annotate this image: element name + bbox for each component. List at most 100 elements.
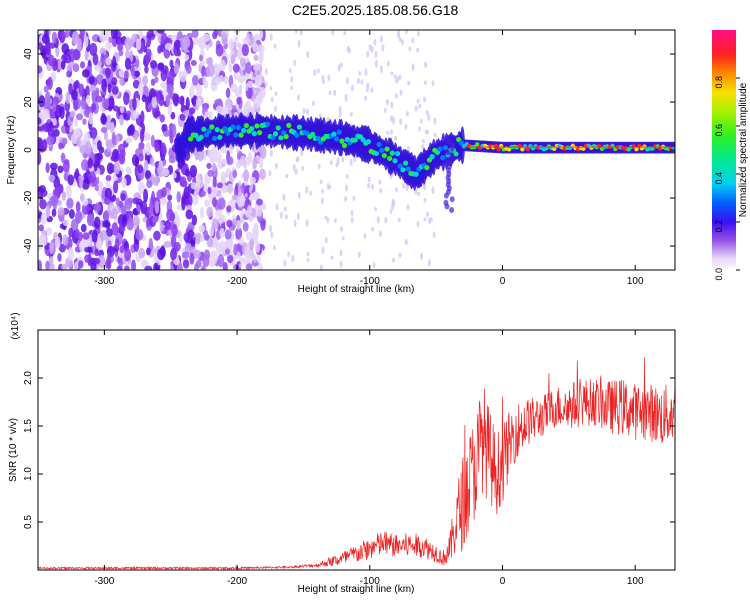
- spectrogram-noise-mark: [99, 230, 108, 241]
- spectrogram-faint-mark: [268, 224, 272, 233]
- spectrogram-noise-mark: [220, 171, 226, 184]
- spectrogram-noise-mark: [105, 174, 112, 182]
- spectrogram-noise-mark: [104, 187, 113, 200]
- spectrogram-noise-mark: [193, 36, 199, 46]
- spectrogram-ridge-point: [233, 132, 239, 138]
- spectrogram-faint-mark: [423, 184, 427, 191]
- spectrogram-noise-mark: [259, 145, 267, 160]
- spectrogram-faint-mark: [379, 187, 383, 194]
- spectrogram-faint-mark: [294, 168, 298, 176]
- spectrogram-noise-mark: [176, 191, 181, 203]
- spectrogram-noise-mark: [41, 139, 48, 152]
- spectrogram-ridge-point: [270, 135, 276, 141]
- spectrogram-noise-mark: [137, 164, 144, 174]
- spectrogram-noise-mark: [49, 162, 58, 170]
- spectrogram-noise-mark: [38, 151, 41, 165]
- spectrogram-faint-mark: [419, 252, 423, 261]
- spectrogram-noise-mark: [66, 70, 72, 78]
- spectrogram-noise-mark: [135, 59, 140, 68]
- spectrogram-faint-mark: [235, 195, 239, 202]
- spectrogram-noise-mark: [131, 259, 136, 270]
- spectrogram-faint-mark: [349, 111, 353, 117]
- spectrogram-noise-mark: [145, 48, 152, 59]
- spectrogram-noise-mark: [218, 74, 224, 83]
- spectrogram-faint-mark: [350, 210, 354, 216]
- spectrogram-noise-mark: [157, 164, 162, 174]
- spectrogram-side-mark: [449, 153, 455, 159]
- spectrogram-faint-mark: [364, 68, 368, 76]
- spectrogram-noise-mark: [110, 30, 119, 40]
- spectrogram-noise-mark: [211, 162, 217, 172]
- spectrogram-noise-mark: [107, 83, 112, 94]
- spectrogram-ridge-point: [442, 145, 449, 151]
- spectrogram-faint-mark: [293, 59, 297, 67]
- spectrogram-noise-mark: [173, 62, 180, 75]
- spectrogram-ridge-point: [206, 128, 212, 134]
- spectrogram-noise-mark: [125, 137, 133, 144]
- spectrogram-faint-mark: [241, 173, 245, 179]
- spectrogram-noise-mark: [112, 56, 117, 69]
- spectrogram-noise-mark: [153, 175, 160, 187]
- spectrogram-noise-mark: [217, 253, 225, 268]
- spectrogram-noise-mark: [253, 62, 261, 72]
- spectrogram-ridge-point: [634, 146, 639, 152]
- spectrogram-ridge-point: [352, 137, 358, 143]
- spectrogram-noise-mark: [227, 254, 234, 264]
- spectrogram-noise-mark: [203, 229, 209, 241]
- spectrogram-noise-mark: [144, 65, 149, 74]
- spectrogram-faint-mark: [283, 206, 287, 212]
- spectrogram-side-mark: [444, 135, 450, 141]
- spectrogram-faint-mark: [336, 157, 340, 165]
- spectrogram-noise-mark: [117, 41, 124, 52]
- spectrogram-noise-mark: [58, 243, 67, 253]
- spectrogram-noise-mark: [49, 108, 54, 119]
- spectrogram-faint-mark: [284, 214, 288, 220]
- spectrogram-faint-mark: [244, 192, 248, 198]
- spectrogram-noise-mark: [186, 65, 192, 74]
- spectrogram-faint-mark: [296, 155, 300, 162]
- spectrogram-noise-mark: [132, 79, 140, 89]
- colorbar-label: Normalized spectral amplitude: [738, 82, 749, 217]
- spectrogram-noise-mark: [133, 215, 140, 227]
- spectrogram-noise-mark: [172, 172, 177, 179]
- snr-x-axis-label: Height of straight line (km): [298, 584, 415, 595]
- spectrogram-noise-mark: [69, 110, 76, 118]
- spectrogram-noise-mark: [213, 62, 219, 73]
- spectrogram-noise-mark: [163, 49, 171, 59]
- spectrogram-ridge-point: [241, 127, 247, 134]
- spectrogram-faint-mark: [341, 156, 345, 163]
- spectrogram-noise-mark: [130, 63, 135, 77]
- spectrogram-noise-mark: [160, 82, 168, 89]
- spectrogram-faint-mark: [433, 132, 437, 138]
- spectrogram-noise-mark: [198, 224, 206, 233]
- spectrogram-noise-mark: [86, 213, 94, 226]
- spectrogram-ridge-point: [437, 146, 443, 152]
- spectrogram-noise-mark: [196, 173, 201, 187]
- spectrogram-noise-mark: [233, 243, 238, 256]
- spectrogram-ridge-point: [198, 134, 204, 140]
- spectrogram-faint-mark: [381, 44, 385, 52]
- spectrogram-noise-mark: [201, 265, 206, 270]
- spectrogram-noise-mark: [232, 218, 238, 225]
- spectrogram-ridge-point: [225, 130, 231, 136]
- spectrogram-noise-mark: [96, 140, 102, 151]
- spectrogram-faint-mark: [425, 129, 429, 135]
- spectrogram-faint-mark: [414, 105, 418, 112]
- spectrogram-faint-mark: [316, 68, 320, 74]
- spectrogram-noise-mark: [145, 134, 152, 141]
- spectrogram-noise-mark: [206, 64, 211, 78]
- spectrogram-faint-mark: [242, 155, 246, 162]
- spectrogram-faint-mark: [370, 87, 374, 93]
- spectrogram-ridge-point: [310, 131, 316, 137]
- spectrogram-faint-mark: [394, 136, 398, 141]
- spectrogram-noise-mark: [226, 156, 234, 166]
- spectrogram-noise-mark: [119, 77, 124, 86]
- spectrogram-faint-mark: [374, 59, 378, 68]
- spectrogram-noise-mark: [105, 122, 112, 130]
- spectrogram-noise-mark: [202, 254, 210, 268]
- spectrogram-noise-mark: [138, 142, 145, 150]
- spectrogram-noise-mark: [88, 76, 95, 85]
- spectrogram-noise-mark: [87, 246, 93, 254]
- spectrogram-noise-mark: [95, 176, 100, 185]
- spectrogram-noise-mark: [193, 249, 201, 259]
